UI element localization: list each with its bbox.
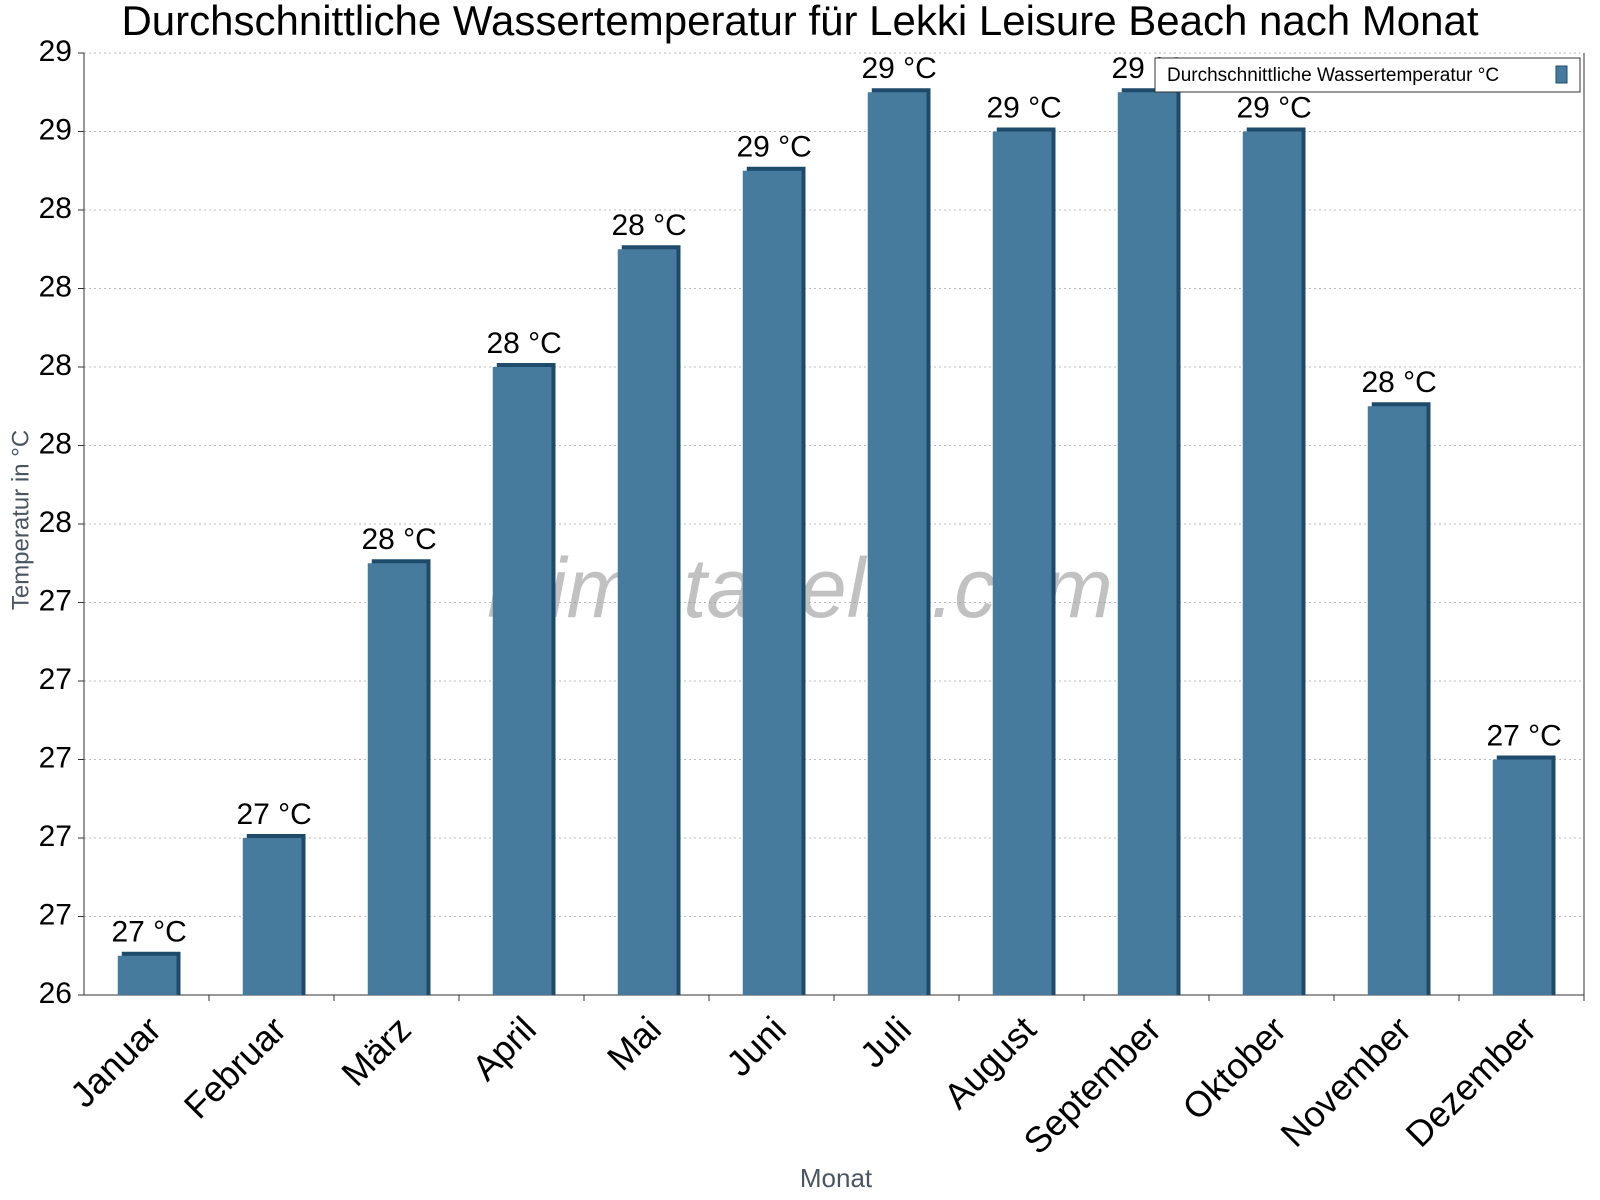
chart-title: Durchschnittliche Wassertemperatur für L… — [121, 0, 1478, 44]
bar — [617, 249, 677, 995]
value-label: 29 °C — [861, 52, 936, 85]
bar — [867, 92, 927, 995]
bar — [1117, 92, 1177, 995]
bar — [242, 838, 302, 995]
x-tick-label: August — [936, 1008, 1044, 1116]
y-tick-label: 28 — [39, 349, 72, 382]
x-tick-label: Januar — [62, 1008, 169, 1115]
bar — [742, 170, 802, 995]
value-label: 29 °C — [986, 91, 1061, 124]
x-tick-label: März — [333, 1008, 419, 1094]
bar — [117, 955, 177, 995]
x-tick-label: September — [1015, 1008, 1169, 1162]
legend-box — [1154, 57, 1581, 93]
x-tick-label: Dezember — [1397, 1008, 1543, 1154]
x-tick-label: Juli — [852, 1008, 919, 1075]
y-tick-label: 29 — [39, 35, 72, 68]
y-tick-label: 29 — [39, 113, 72, 146]
x-tick-label: November — [1272, 1008, 1418, 1154]
value-label: 29 °C — [1236, 91, 1311, 124]
bar — [1242, 131, 1302, 995]
bar — [1492, 759, 1552, 995]
x-tick-label: Oktober — [1174, 1008, 1294, 1128]
bar — [1367, 406, 1427, 995]
y-tick-label: 27 — [39, 663, 72, 696]
x-axis-title: Monat — [800, 1163, 873, 1193]
x-tick-label: April — [464, 1008, 544, 1088]
value-label: 27 °C — [1486, 719, 1561, 752]
y-tick-label: 28 — [39, 270, 72, 303]
x-tick-label: Juni — [718, 1008, 794, 1084]
value-label: 28 °C — [1361, 366, 1436, 399]
y-tick-label: 28 — [39, 427, 72, 460]
legend-swatch — [1555, 65, 1568, 84]
bar — [492, 367, 552, 995]
y-tick-label: 27 — [39, 820, 72, 853]
value-label: 27 °C — [111, 916, 186, 949]
x-tick-label: Februar — [176, 1008, 294, 1126]
bar — [992, 131, 1052, 995]
value-label: 28 °C — [611, 209, 686, 242]
bar — [367, 563, 427, 995]
value-label: 27 °C — [236, 798, 311, 831]
y-axis-title: Temperatur in °C — [7, 430, 34, 610]
legend-label: Durchschnittliche Wassertemperatur °C — [1167, 65, 1499, 86]
value-label: 28 °C — [361, 523, 436, 556]
y-tick-label: 27 — [39, 741, 72, 774]
x-tick-label: Mai — [599, 1008, 669, 1078]
y-tick-label: 27 — [39, 584, 72, 617]
y-tick-label: 27 — [39, 898, 72, 931]
value-label: 29 °C — [736, 131, 811, 164]
y-tick-label: 28 — [39, 192, 72, 225]
y-tick-label: 26 — [39, 977, 72, 1010]
y-tick-label: 28 — [39, 506, 72, 539]
value-label: 28 °C — [486, 327, 561, 360]
